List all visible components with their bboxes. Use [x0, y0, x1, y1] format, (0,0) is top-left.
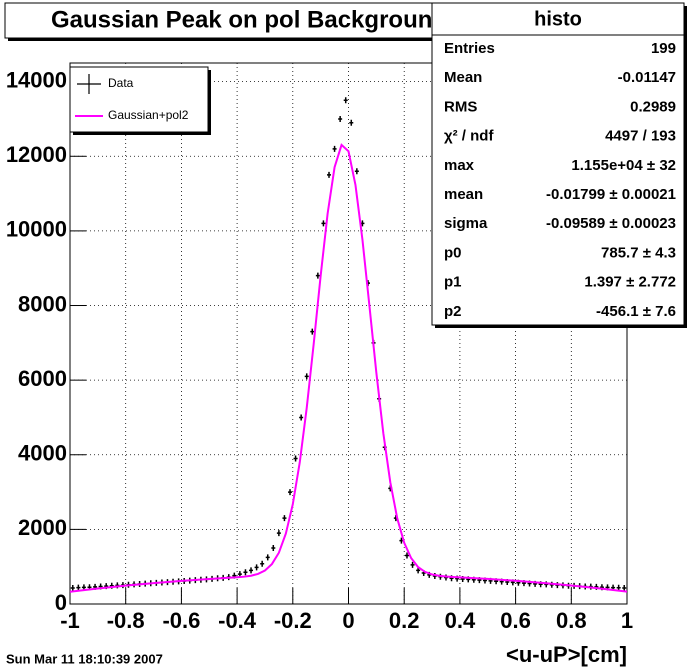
data-point [315, 272, 320, 279]
data-point [410, 561, 415, 568]
stats-value: 1.155e+04 ± 32 [571, 157, 676, 174]
date-stamp: Sun Mar 11 18:10:39 2007 [6, 651, 163, 666]
y-tick-label: 10000 [6, 217, 67, 242]
data-point [622, 584, 627, 591]
stats-title: histo [534, 8, 582, 30]
data-point [70, 584, 75, 591]
x-tick-label: 0 [342, 608, 354, 633]
stats-label: p0 [444, 244, 462, 261]
x-axis-title: <u-uP>[cm] [506, 642, 627, 667]
stats-label: Entries [444, 40, 495, 57]
data-point [265, 554, 270, 561]
data-point [327, 171, 332, 178]
data-point [288, 489, 293, 496]
data-point [416, 567, 421, 574]
legend: Data Gaussian+pol2 [69, 66, 211, 135]
data-point [354, 168, 359, 175]
x-tick-label: -0.6 [162, 608, 200, 633]
y-tick-label: 14000 [6, 67, 67, 92]
stats-value: 0.2989 [630, 98, 676, 115]
stats-value: -0.01799 ± 0.00021 [546, 186, 676, 203]
data-point [254, 564, 259, 571]
stats-label: p2 [444, 303, 462, 320]
x-tick-label: -0.2 [274, 608, 312, 633]
title-box [4, 2, 495, 39]
data-point [282, 515, 287, 522]
legend-box [69, 66, 209, 133]
stats-label: RMS [444, 98, 477, 115]
x-tick-label: 0.4 [445, 608, 476, 633]
data-point [260, 560, 265, 567]
x-tick-label: 0.6 [500, 608, 531, 633]
y-tick-label: 8000 [18, 291, 67, 316]
fit-line [69, 143, 628, 593]
x-tick-label: 1 [621, 608, 633, 633]
y-tick-label: 2000 [18, 515, 67, 540]
stats-label: p1 [444, 274, 462, 291]
legend-label: Gaussian+pol2 [108, 108, 189, 122]
stats-value: 1.397 ± 2.772 [584, 274, 676, 291]
chart-title: Gaussian Peak on pol Background [51, 6, 447, 33]
stats-label: χ² / ndf [444, 128, 494, 145]
data-point [271, 545, 276, 552]
stats-value: 199 [651, 40, 676, 57]
x-tick-label: -0.8 [107, 608, 145, 633]
stats-label: sigma [444, 215, 488, 232]
legend-label: Data [108, 76, 134, 90]
stats-box: histo Entries 199 Mean -0.01147 RMS 0.2989 χ² /… [431, 2, 687, 328]
x-tick-label: -0.4 [218, 608, 257, 633]
data-point [349, 119, 354, 126]
stats-label: Mean [444, 69, 482, 86]
x-tick-label: 0.8 [556, 608, 587, 633]
stats-value: 785.7 ± 4.3 [601, 244, 676, 261]
x-tick-label: 0.2 [389, 608, 420, 633]
stats-value: -0.09589 ± 0.00023 [546, 215, 676, 232]
data-point [404, 552, 409, 559]
y-tick-label: 12000 [6, 142, 67, 167]
stats-value: -456.1 ± 7.6 [596, 303, 676, 320]
data-point [338, 115, 343, 122]
data-point [310, 328, 315, 335]
data-point [304, 373, 309, 380]
y-tick-label: 6000 [18, 366, 67, 391]
data-point [299, 414, 304, 421]
data-point [343, 97, 348, 104]
stats-value: 4497 / 193 [605, 128, 676, 145]
data-point [293, 455, 298, 462]
stats-label: mean [444, 186, 483, 203]
data-point [76, 584, 81, 591]
legend-symbol [77, 74, 101, 94]
data-point [249, 567, 254, 574]
stats-value: -0.01147 [618, 69, 676, 86]
y-tick-label: 0 [55, 590, 67, 615]
data-point [243, 569, 248, 576]
stats-label: max [444, 157, 475, 174]
stats-frame [431, 2, 685, 326]
x-tick-label: -1 [60, 608, 80, 633]
data-point [321, 220, 326, 227]
y-tick-label: 4000 [18, 441, 67, 466]
data-point [276, 530, 281, 537]
data-point [332, 145, 337, 152]
